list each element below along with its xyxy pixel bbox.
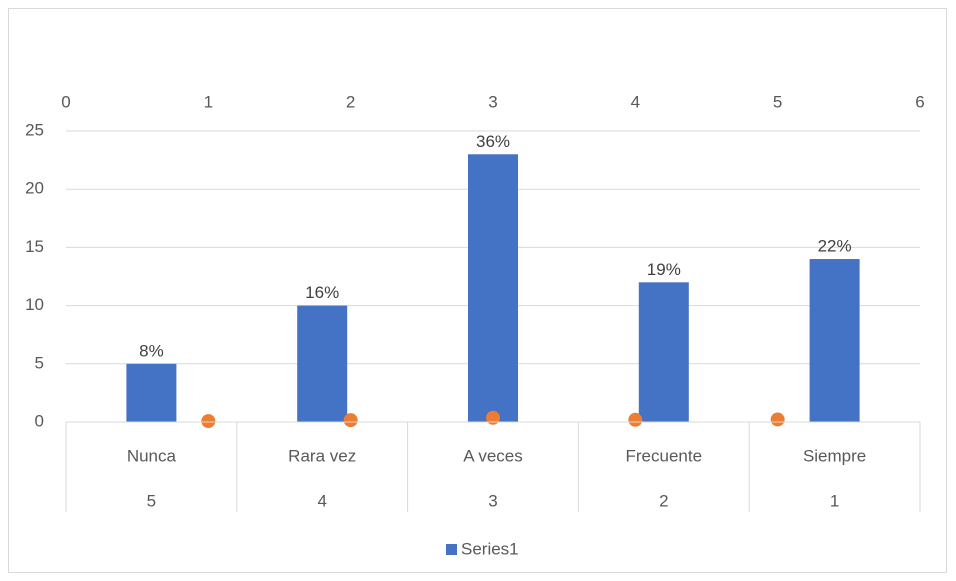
x-tick-label: Siempre <box>803 446 866 465</box>
legend-swatch <box>446 544 457 555</box>
x-tick-label-2: 1 <box>830 491 839 510</box>
bar <box>809 259 860 422</box>
x2-tick-label: 5 <box>773 92 782 111</box>
x-tick-label: A veces <box>463 446 523 465</box>
scatter-point <box>628 412 643 427</box>
y-tick-label: 20 <box>25 179 44 198</box>
x-tick-label-2: 4 <box>317 491 326 510</box>
x-tick-label: Frecuente <box>626 446 703 465</box>
x2-tick-label: 0 <box>61 92 70 111</box>
x2-tick-label: 4 <box>631 92 640 111</box>
data-label: 16% <box>305 283 339 302</box>
data-label: 22% <box>818 237 852 256</box>
data-label: 19% <box>647 260 681 279</box>
y-tick-label: 25 <box>25 120 44 139</box>
y-tick-label: 10 <box>25 295 44 314</box>
x2-tick-label: 6 <box>915 92 924 111</box>
scatter-point <box>201 414 216 429</box>
y-tick-label: 0 <box>35 411 44 430</box>
scatter-point <box>343 413 358 428</box>
y-tick-label: 5 <box>35 353 44 372</box>
bar <box>468 154 518 422</box>
bar <box>638 282 689 422</box>
x-tick-label-2: 5 <box>147 491 156 510</box>
scatter-point <box>770 412 785 427</box>
x-tick-label-2: 2 <box>659 491 668 510</box>
legend-label: Series1 <box>461 539 519 558</box>
bar <box>126 363 177 422</box>
x-tick-label: Nunca <box>127 446 177 465</box>
x-tick-label-2: 3 <box>488 491 497 510</box>
bar <box>297 305 348 422</box>
data-label: 8% <box>139 341 164 360</box>
scatter-point <box>486 410 500 425</box>
x-tick-label: Rara vez <box>288 446 356 465</box>
y-tick-label: 15 <box>25 237 44 256</box>
x2-tick-label: 3 <box>488 92 497 111</box>
data-label: 36% <box>476 132 510 151</box>
x2-tick-label: 1 <box>204 92 213 111</box>
x2-tick-label: 2 <box>346 92 355 111</box>
